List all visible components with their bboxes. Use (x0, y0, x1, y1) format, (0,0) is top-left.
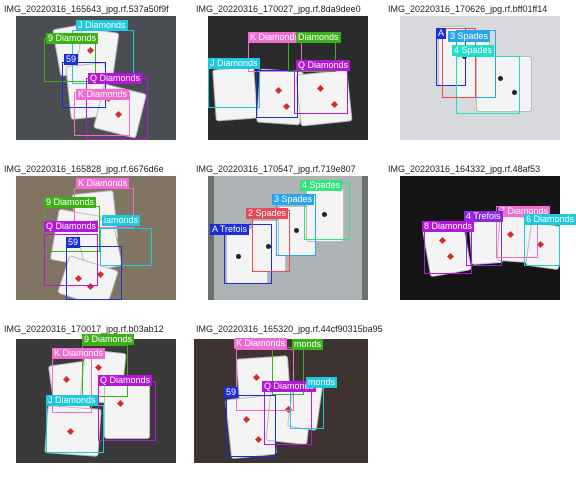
detection-label: K Diamonds (234, 338, 288, 349)
detection-box (236, 349, 294, 411)
detection-label: 8 Diamonds (422, 221, 475, 232)
detection-label: 9 Diamonds (82, 334, 135, 345)
detection-label: iamonds (102, 215, 141, 226)
detection-label: 3 Spades (448, 31, 491, 42)
image-frame: A 3 Spades 4 Spades (400, 16, 560, 140)
detection-box (272, 347, 304, 395)
detection-label: Q Diamonds (44, 221, 99, 232)
spade-pip (512, 90, 517, 95)
detection-box (442, 28, 476, 98)
image-frame: K Diamonds Diamonds J Diamonds Q Diamond… (208, 16, 368, 140)
detection-box (100, 228, 152, 266)
image-tile-4[interactable]: IMG_20220316_165828_jpg.rf.6676d6e K Dia… (0, 160, 192, 320)
detection-box (62, 62, 106, 108)
image-tile-7[interactable]: IMG_20220316_170017_jpg.rf.b03ab12 9 Dia… (0, 320, 192, 480)
spade-pip (266, 244, 271, 249)
detection-label: 9 Diamonds (46, 33, 99, 44)
image-frame: 4 Spades 3 Spades 2 Spades A Trefois (208, 176, 368, 300)
club-pip (236, 254, 241, 259)
detection-box (256, 70, 298, 118)
detection-box (208, 68, 260, 108)
detection-box (294, 70, 348, 114)
detection-label: monds (306, 377, 338, 388)
detection-label: Q Diamonds (262, 381, 317, 392)
detection-label: J Diamonds (46, 395, 98, 406)
image-filename: IMG_20220316_170547_jpg.rf.719e807 (196, 164, 356, 174)
image-frame: J Diamonds 9 Diamonds 59 Q Diamonds K Di… (16, 16, 176, 140)
detection-box (98, 381, 156, 441)
image-tile-1[interactable]: IMG_20220316_165643_jpg.rf.537a50f9f J D… (0, 0, 192, 160)
detection-label: K Diamonds (248, 32, 302, 43)
image-frame: 7 Diamonds 4 Trefois 8 Diamonds 6 Diamon… (400, 176, 576, 300)
detection-label: 3 Spades (272, 194, 315, 205)
image-filename: IMG_20220316_165320_jpg.rf.44cf90315ba95 (196, 324, 383, 334)
detection-label: A (436, 28, 447, 39)
detection-label: J Diamonds (208, 58, 260, 69)
image-tile-8[interactable]: IMG_20220316_165320_jpg.rf.44cf90315ba95… (192, 320, 432, 480)
image-filename: IMG_20220316_170027_jpg.rf.8da9dee0 (196, 4, 361, 14)
image-frame: K Diamonds 9 Diamonds iamonds Q Diamonds… (16, 176, 176, 300)
image-filename: IMG_20220316_165828_jpg.rf.6676d6e (4, 164, 164, 174)
detection-label: 7 Diamonds (498, 206, 551, 217)
image-filename: IMG_20220316_170017_jpg.rf.b03ab12 (4, 324, 164, 334)
detection-box (82, 345, 128, 397)
detection-label: K Diamonds (52, 348, 106, 359)
image-filename: IMG_20220316_164332_jpg.rf.48af53 (388, 164, 541, 174)
image-tile-2[interactable]: IMG_20220316_170027_jpg.rf.8da9dee0 K Di… (192, 0, 384, 160)
image-filename: IMG_20220316_165643_jpg.rf.537a50f9f (4, 4, 169, 14)
detection-label: 9 Diamonds (44, 197, 97, 208)
detection-label: monds (292, 339, 324, 350)
detection-label: 4 Spades (452, 45, 495, 56)
detection-box (226, 395, 276, 457)
detection-label: Q Diamonds (88, 73, 143, 84)
spade-pip (322, 212, 327, 217)
detection-label: 59 (224, 387, 239, 398)
image-tile-6[interactable]: IMG_20220316_164332_jpg.rf.48af53 7 Diam… (384, 160, 576, 320)
spade-pip (498, 76, 503, 81)
image-filename: IMG_20220316_170626_jpg.rf.bff01ff14 (388, 4, 548, 14)
detection-label: 4 Spades (300, 180, 343, 191)
detection-label: 59 (64, 54, 79, 65)
detection-label: 59 (66, 237, 81, 248)
photo (16, 176, 176, 300)
detection-label: Q Diamonds (296, 60, 351, 71)
detection-label: J Diamonds (76, 20, 128, 31)
spade-pip (294, 228, 299, 233)
detection-box (46, 405, 104, 453)
card (476, 56, 532, 112)
detection-label: A Trefois (210, 224, 250, 235)
image-frame: K Diamonds monds Q Diamonds monds 59 (194, 338, 368, 463)
image-tile-3[interactable]: IMG_20220316_170626_jpg.rf.bff01ff14 A 3… (384, 0, 576, 160)
detection-label: 2 Spades (246, 208, 289, 219)
detection-box (524, 220, 560, 266)
detection-box (66, 246, 122, 300)
photo (194, 339, 368, 463)
detection-label: K Diamonds (76, 178, 130, 189)
detection-label: Diamonds (296, 32, 341, 43)
detection-label: Q Diamonds (98, 375, 153, 386)
detection-box (456, 56, 520, 114)
image-tile-5[interactable]: IMG_20220316_170547_jpg.rf.719e807 4 Spa… (192, 160, 384, 320)
image-frame: 9 Diamonds K Diamonds Q Diamonds J Diamo… (16, 334, 176, 463)
detection-label: 6 Diamonds (524, 214, 576, 225)
photo (400, 176, 560, 300)
detection-label: K Diamonds (76, 89, 130, 100)
detection-label: 4 Trefois (464, 211, 503, 222)
detection-box (44, 234, 98, 286)
